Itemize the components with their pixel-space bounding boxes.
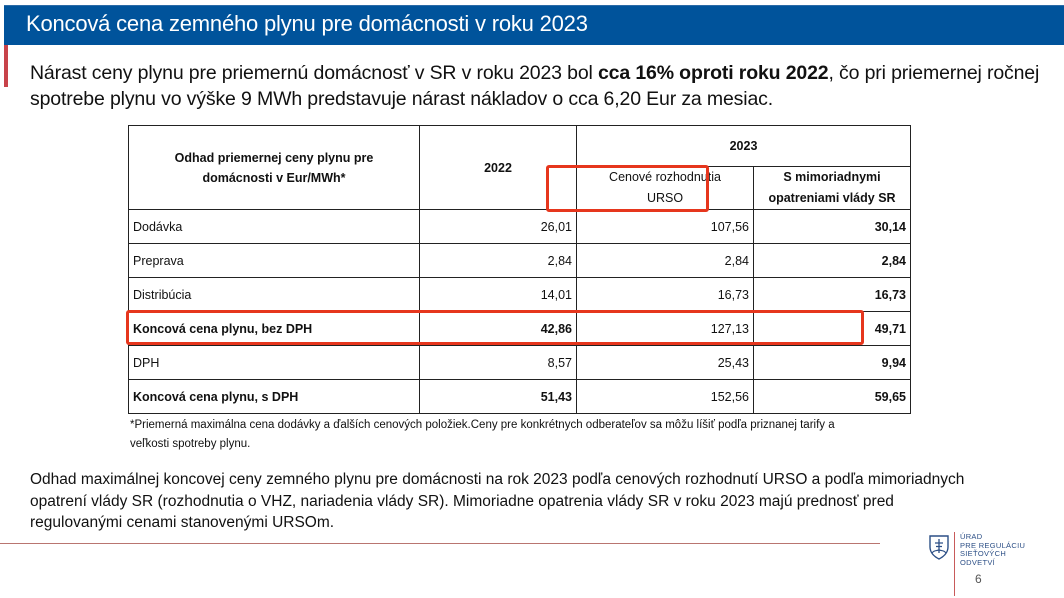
cell-gov: 16,73 bbox=[753, 277, 911, 312]
page-number: 6 bbox=[975, 572, 982, 586]
cell-2022: 42,86 bbox=[419, 311, 577, 346]
table-header-row: Odhad priemernej ceny plynu pre domácnos… bbox=[128, 125, 911, 210]
cell-urso: 16,73 bbox=[576, 277, 754, 312]
cell-gov: 9,94 bbox=[753, 345, 911, 380]
header-gov: S mimoriadnymi opatreniami vlády SR bbox=[753, 166, 911, 210]
table-footnote: *Priemerná maximálna cena dodávky a ďalš… bbox=[130, 419, 835, 450]
title-bar: Koncová cena zemného plynu pre domácnost… bbox=[4, 5, 1064, 45]
cell-gov: 2,84 bbox=[753, 243, 911, 278]
table-row: DPH 8,57 25,43 9,94 bbox=[128, 345, 911, 380]
lead-paragraph: Nárast ceny plynu pre priemernú domácnos… bbox=[30, 60, 1060, 112]
header-2022: 2022 bbox=[419, 125, 577, 210]
table-row: Preprava 2,84 2,84 2,84 bbox=[128, 243, 911, 278]
header-urso: Cenové rozhodnutia URSO bbox=[576, 166, 754, 210]
lead-text-2: , čo pri priemernej ročnej spotrebe plyn… bbox=[30, 62, 1040, 110]
lead-bold-text: cca 16% oproti roku 2022 bbox=[597, 62, 829, 84]
cell-2022: 51,43 bbox=[419, 379, 577, 414]
coat-of-arms-icon bbox=[929, 535, 949, 560]
cell-gov: 59,65 bbox=[753, 379, 911, 414]
cell-urso: 127,13 bbox=[576, 311, 754, 346]
table-row: Distribúcia 14,01 16,73 16,73 bbox=[128, 277, 911, 312]
cell-2022: 8,57 bbox=[419, 345, 577, 380]
slide-title: Koncová cena zemného plynu pre domácnost… bbox=[26, 11, 588, 36]
urso-logo: ÚRAD PRE REGULÁCIU SIEŤOVÝCH ODVETVÍ bbox=[928, 532, 1038, 596]
table-row-total-without-vat: Koncová cena plynu, bez DPH 42,86 127,13… bbox=[128, 311, 911, 346]
cell-2022: 26,01 bbox=[419, 209, 577, 244]
header-label-col: Odhad priemernej ceny plynu pre domácnos… bbox=[128, 125, 420, 210]
cell-gov: 30,14 bbox=[753, 209, 911, 244]
left-accent-bar bbox=[4, 45, 8, 87]
row-label: Koncová cena plynu, bez DPH bbox=[128, 311, 420, 346]
logo-divider bbox=[954, 532, 955, 596]
row-label: Koncová cena plynu, s DPH bbox=[128, 379, 420, 414]
org-line: ÚRAD bbox=[960, 532, 983, 541]
cell-2022: 14,01 bbox=[419, 277, 577, 312]
row-label: Dodávka bbox=[128, 209, 420, 244]
cell-urso: 107,56 bbox=[576, 209, 754, 244]
price-table: Odhad priemernej ceny plynu pre domácnos… bbox=[128, 125, 911, 414]
cell-gov: 49,71 bbox=[753, 311, 911, 346]
cell-urso: 25,43 bbox=[576, 345, 754, 380]
table-row-total-with-vat: Koncová cena plynu, s DPH 51,43 152,56 5… bbox=[128, 379, 911, 414]
cell-2022: 2,84 bbox=[419, 243, 577, 278]
row-label: Preprava bbox=[128, 243, 420, 278]
org-line: PRE REGULÁCIU bbox=[960, 540, 1026, 550]
cell-urso: 2,84 bbox=[576, 243, 754, 278]
org-line: SIEŤOVÝCH bbox=[960, 549, 1007, 558]
organization-name: ÚRAD PRE REGULÁCIU SIEŤOVÝCH ODVETVÍ bbox=[960, 532, 1026, 567]
row-label: DPH bbox=[128, 345, 420, 380]
cell-urso: 152,56 bbox=[576, 379, 754, 414]
table-subheader-row: Cenové rozhodnutia URSO S mimoriadnymi o… bbox=[129, 166, 911, 210]
org-line: ODVETVÍ bbox=[960, 557, 996, 567]
row-label: Distribúcia bbox=[128, 277, 420, 312]
lead-text-1: Nárast ceny plynu pre priemernú domácnos… bbox=[30, 62, 598, 84]
header-2023: 2023 bbox=[576, 125, 911, 167]
bottom-divider bbox=[0, 543, 880, 544]
body-paragraph: Odhad maximálnej koncovej ceny zemného p… bbox=[30, 471, 965, 531]
table-row: Dodávka 26,01 107,56 30,14 bbox=[128, 209, 911, 244]
